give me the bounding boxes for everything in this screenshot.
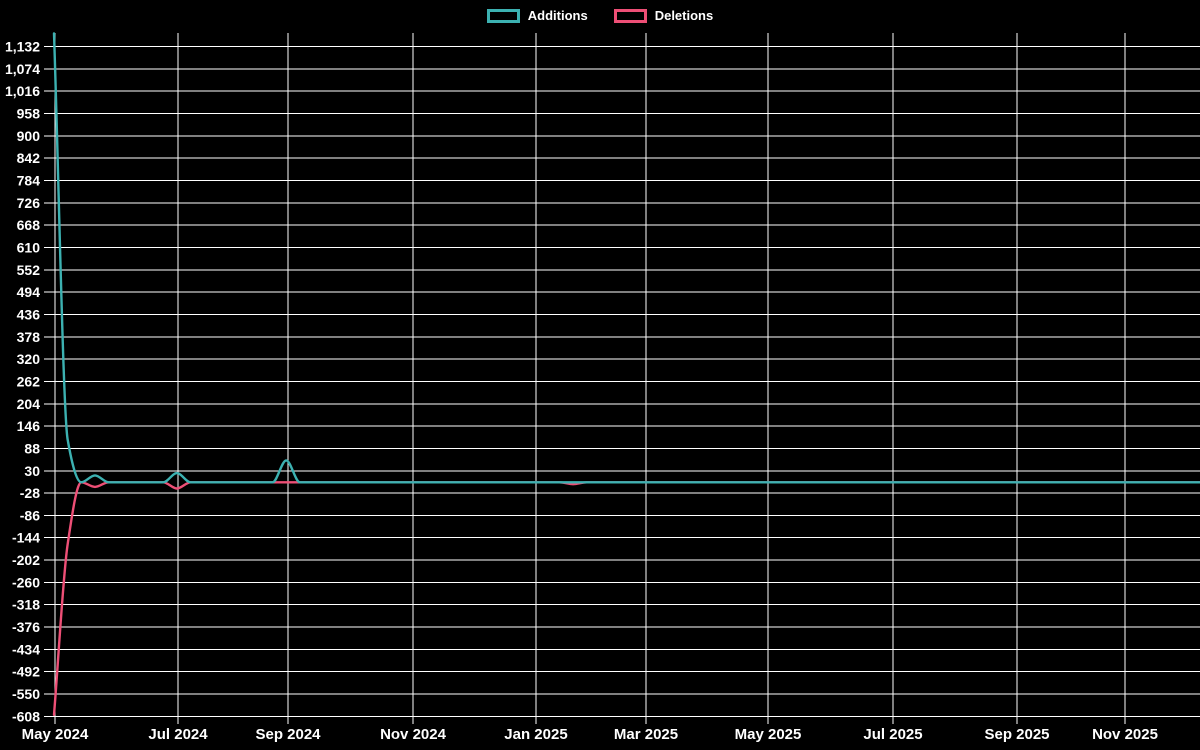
y-tick-label: -492 xyxy=(12,664,40,680)
y-tick-label: 726 xyxy=(17,195,41,211)
additions-line xyxy=(52,32,1200,484)
x-tick-label: May 2024 xyxy=(22,726,89,743)
x-tick-label: Sep 2025 xyxy=(984,726,1049,743)
y-tick-label: 436 xyxy=(17,306,41,322)
y-tick-label: 204 xyxy=(17,396,41,412)
deletions-swatch-icon xyxy=(613,8,647,23)
x-tick-label: Nov 2025 xyxy=(1092,726,1158,743)
y-tick-label: 1,074 xyxy=(5,61,40,77)
y-tick-label: 900 xyxy=(17,128,41,144)
y-tick-label: 494 xyxy=(17,284,41,300)
gridlines xyxy=(44,33,1200,724)
y-tick-label: -260 xyxy=(12,574,40,590)
x-tick-label: May 2025 xyxy=(735,726,802,743)
y-tick-label: -28 xyxy=(20,485,40,501)
legend-label-deletions: Deletions xyxy=(654,8,714,23)
chart-legend: Additions Deletions xyxy=(0,8,1200,23)
x-tick-label: Sep 2024 xyxy=(255,726,321,743)
y-tick-label: 262 xyxy=(17,373,41,389)
y-tick-label: 1,132 xyxy=(5,39,40,55)
y-tick-label: -318 xyxy=(12,597,40,613)
x-tick-label: Mar 2025 xyxy=(614,726,678,743)
legend-item-deletions[interactable]: Deletions xyxy=(613,8,714,23)
y-tick-label: 842 xyxy=(17,150,41,166)
y-axis-labels: 1,132 1,074 1,016 958 900 842 784 726 668 610 552 4… xyxy=(5,39,40,725)
additions-swatch-icon xyxy=(486,8,520,23)
y-tick-label: 668 xyxy=(17,217,41,233)
y-tick-label: -86 xyxy=(20,507,40,523)
legend-label-additions: Additions xyxy=(527,8,588,23)
deletions-line xyxy=(52,481,1200,716)
y-tick-label: 610 xyxy=(17,240,41,256)
y-tick-label: 378 xyxy=(17,329,41,345)
x-tick-label: Jul 2025 xyxy=(863,726,922,743)
y-tick-label: -550 xyxy=(12,686,40,702)
y-tick-label: -434 xyxy=(12,641,40,657)
x-tick-label: Jan 2025 xyxy=(504,726,567,743)
y-tick-label: -202 xyxy=(12,552,40,568)
x-axis-labels: May 2024 Jul 2024 Sep 2024 Nov 2024 Jan 2025… xyxy=(22,726,1158,743)
x-tick-label: Jul 2024 xyxy=(148,726,208,743)
series-lines xyxy=(52,32,1200,716)
y-tick-label: 784 xyxy=(17,173,41,189)
legend-item-additions[interactable]: Additions xyxy=(486,8,588,23)
y-tick-label: 552 xyxy=(17,262,41,278)
y-tick-label: -608 xyxy=(12,708,40,724)
y-tick-label: 30 xyxy=(24,463,40,479)
y-tick-label: -376 xyxy=(12,619,40,635)
y-tick-label: 320 xyxy=(17,351,41,367)
y-tick-label: 88 xyxy=(24,440,40,456)
y-tick-label: 1,016 xyxy=(5,83,40,99)
x-tick-label: Nov 2024 xyxy=(380,726,447,743)
y-tick-label: 146 xyxy=(17,418,41,434)
y-tick-label: 958 xyxy=(17,106,41,122)
y-tick-label: -144 xyxy=(12,530,40,546)
